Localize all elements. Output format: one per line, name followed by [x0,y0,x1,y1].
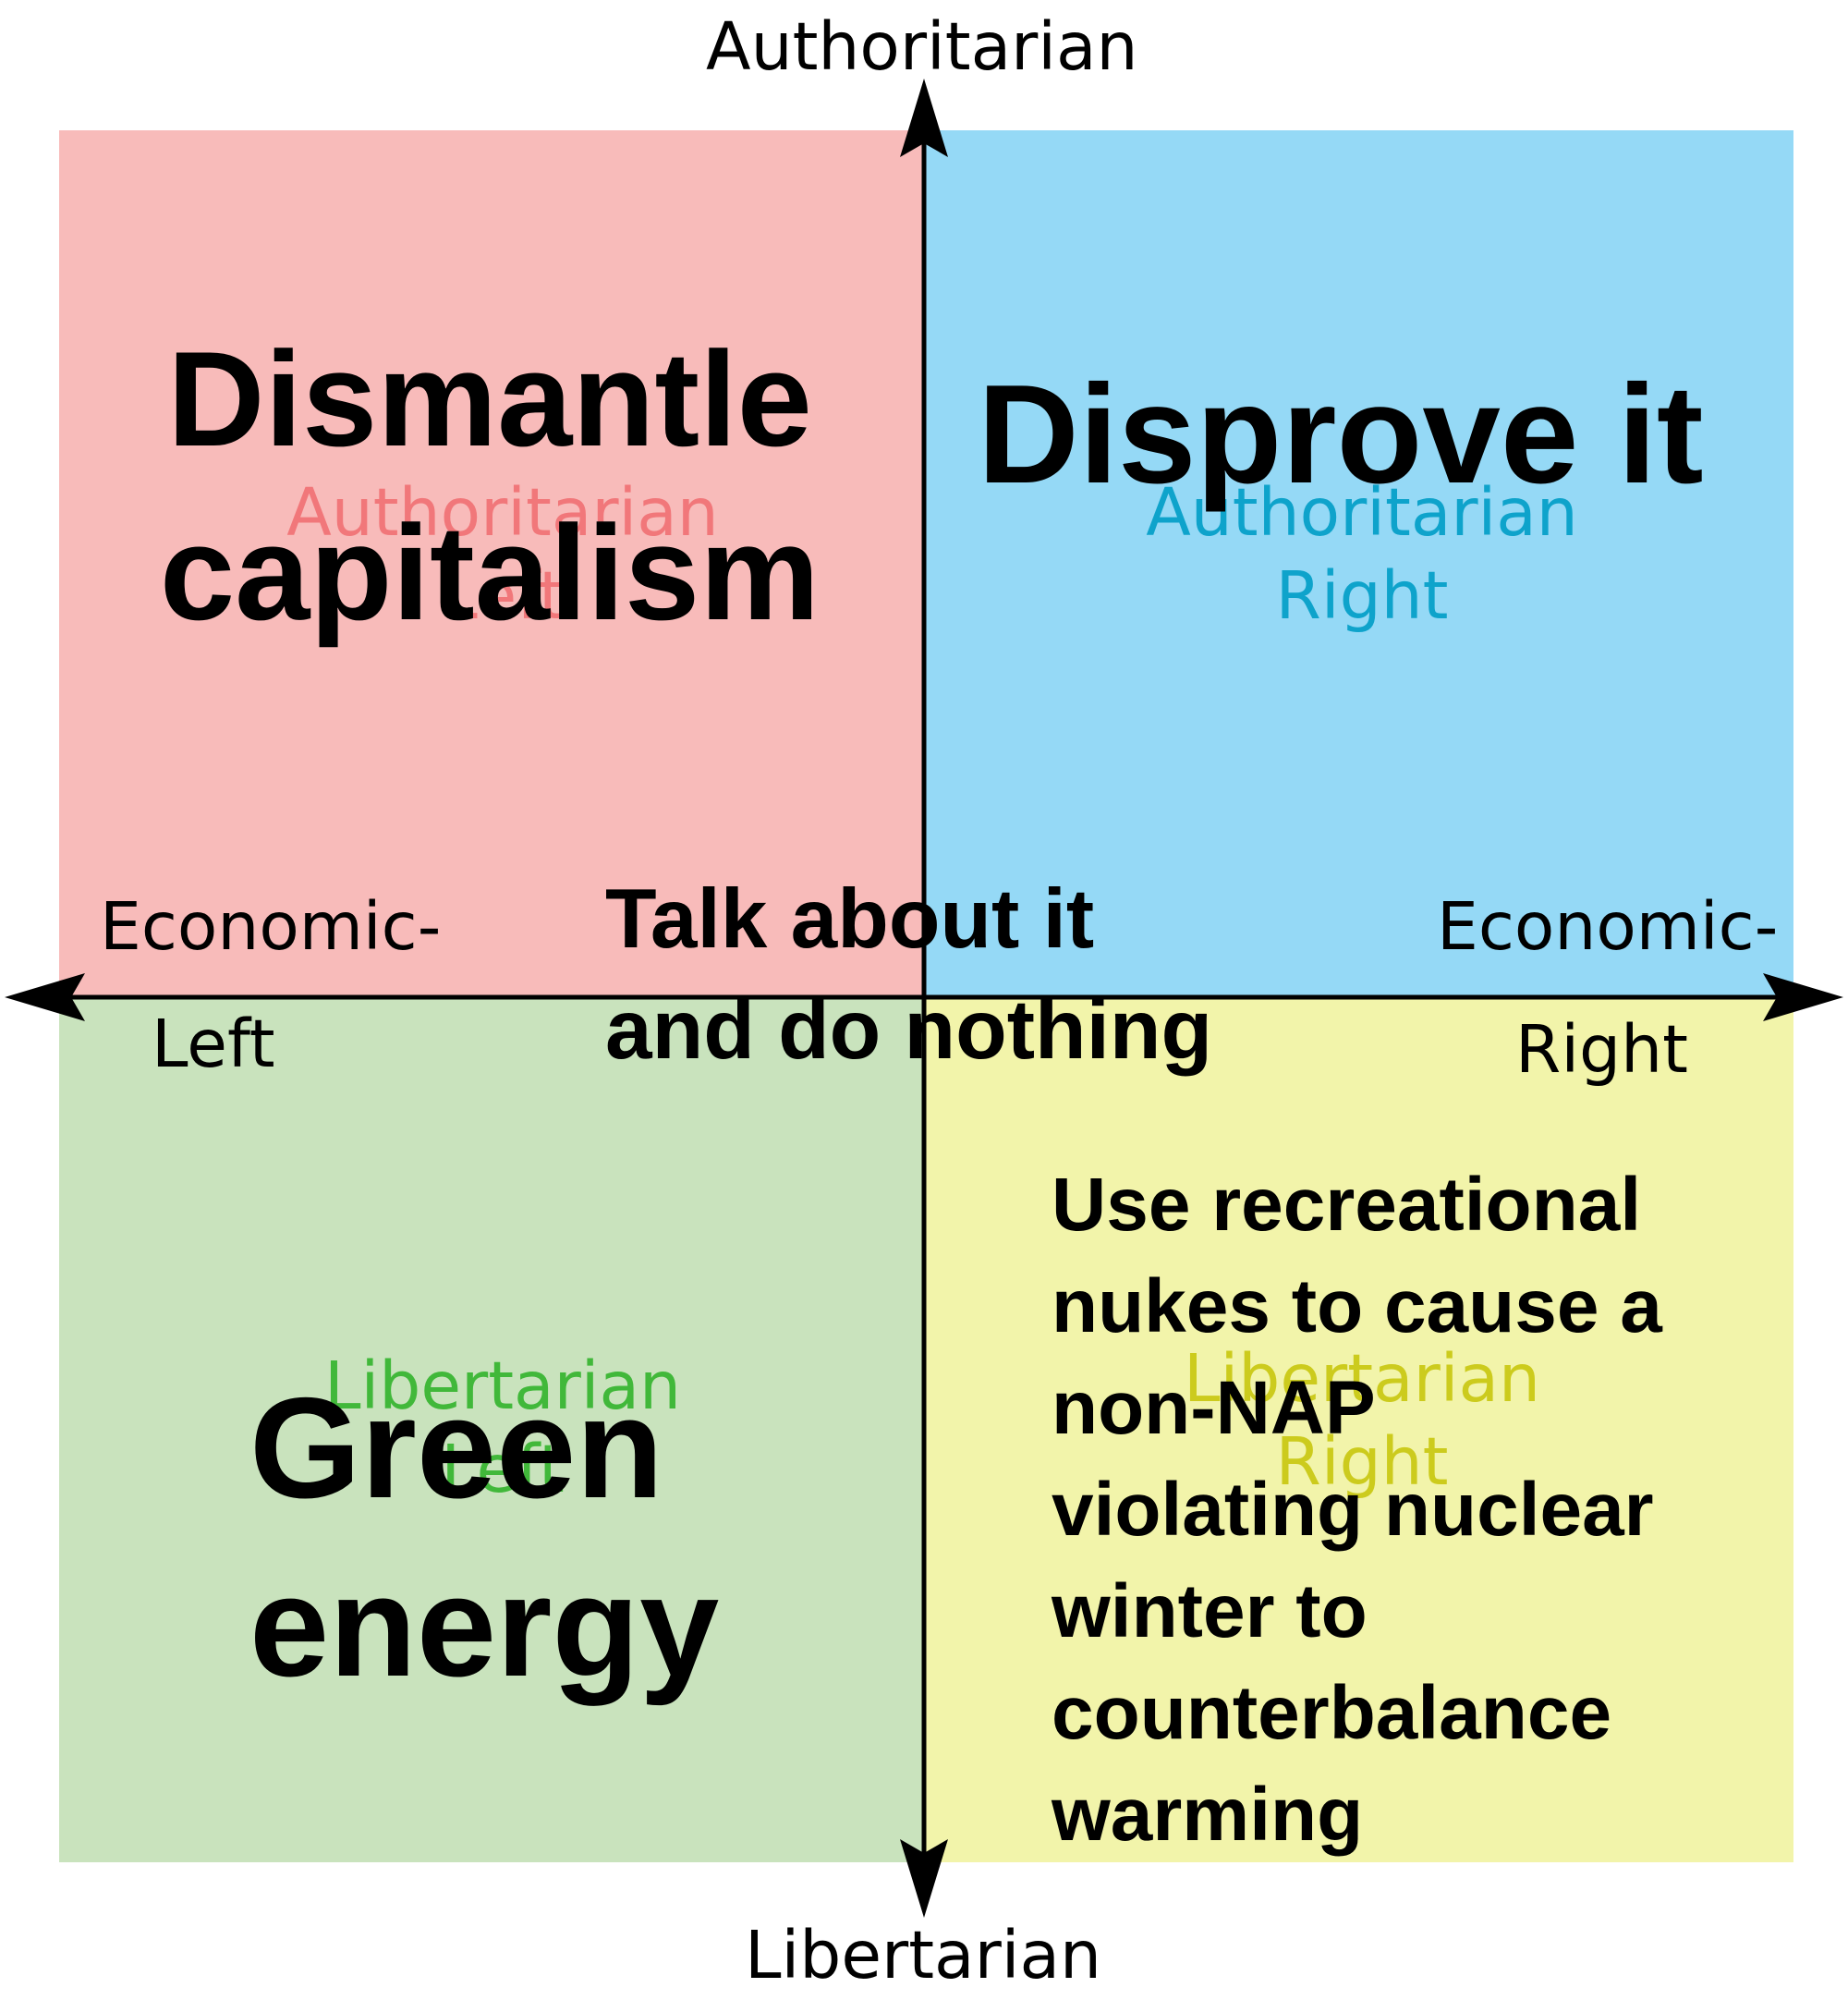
caption-line: Green [249,1368,663,1528]
arrow-right-icon [1763,973,1843,1021]
quadrant-label-line: Left [441,1431,565,1507]
axis-label-left-line2: Left [152,1006,275,1082]
caption-line: Use recreational [1052,1163,1642,1247]
caption-line: Talk about it [605,872,1095,966]
caption-line: violating nuclear [1052,1468,1654,1552]
caption-authoritarian-right: Disprove it [978,351,1704,518]
quadrant-label-line: Right [1275,557,1449,634]
caption-line: nukes to cause a [1052,1264,1662,1348]
quadrant-label-libertarian-left: Libertarian Left [272,1345,734,1511]
quadrant-authoritarian-right [924,130,1793,997]
caption-line: energy [249,1546,720,1706]
caption-center: Talk about it and do nothing [605,864,1212,1086]
axis-label-right-line2: Right [1515,1011,1688,1088]
axis-label-right-line1: Economic- [1437,888,1779,965]
caption-line: Dismantle [167,323,812,474]
quadrant-authoritarian-left [59,130,924,997]
arrow-down-icon [900,1839,948,1918]
quadrant-libertarian-left [59,997,924,1862]
caption-line: winter to [1052,1569,1368,1653]
axis-label-top: Authoritarian [706,8,1138,85]
axis-label-bottom: Libertarian [745,1917,1101,1994]
arrow-up-icon [900,79,948,157]
quadrant-label-line: Libertarian [1184,1340,1540,1417]
caption-libertarian-left: Green energy [249,1359,719,1715]
quadrant-label-line: Authoritarian [286,474,719,551]
caption-line: warming [1052,1773,1364,1857]
quadrant-label-line: Authoritarian [1146,474,1578,551]
axis-label-left-line1: Economic- [100,888,442,965]
quadrant-label-line: Libertarian [324,1347,681,1424]
quadrant-label-line: Right [1275,1423,1449,1500]
caption-libertarian-right: Use recreational nukes to cause a non-NA… [1052,1154,1662,1866]
caption-line: Disprove it [978,356,1704,513]
arrow-left-icon [5,973,85,1021]
caption-line: counterbalance [1052,1671,1612,1755]
caption-line: capitalism [159,497,821,648]
caption-line: non-NAP [1052,1366,1376,1450]
quadrant-label-libertarian-right: Libertarian Right [1131,1337,1593,1504]
caption-line: and do nothing [605,983,1213,1077]
quadrant-label-line: Left [441,557,565,634]
quadrant-label-authoritarian-right: Authoritarian Right [1131,471,1593,638]
quadrant-libertarian-right [924,997,1793,1862]
quadrant-label-authoritarian-left: Authoritarian Left [272,471,734,638]
caption-authoritarian-left: Dismantle capitalism [102,312,878,660]
